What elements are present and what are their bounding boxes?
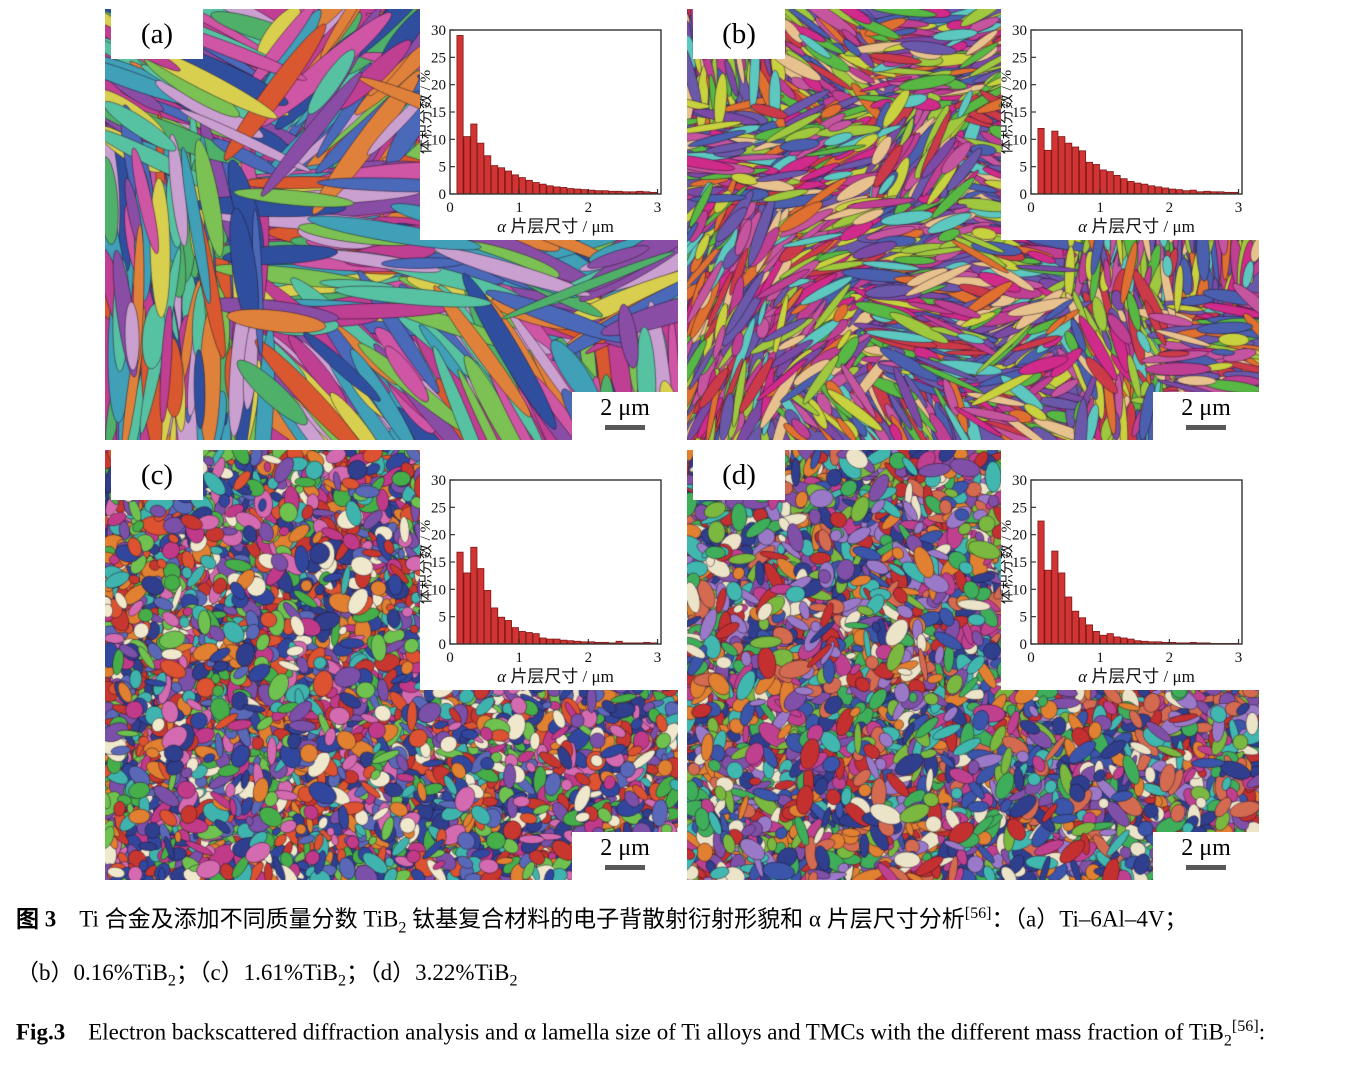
svg-text:2: 2: [585, 650, 593, 666]
caption-line-cn-2: （b）0.16%TiB2；（c）1.61%TiB2；（d）3.22%TiB2: [16, 960, 518, 990]
svg-text:30: 30: [431, 23, 446, 39]
scale-bar-b: 2 μm: [1153, 392, 1259, 440]
svg-text:15: 15: [1012, 105, 1027, 121]
svg-text:10: 10: [431, 582, 446, 598]
scale-bar-line: [1186, 425, 1226, 430]
svg-text:15: 15: [431, 105, 446, 121]
svg-text:0: 0: [1020, 637, 1028, 653]
svg-text:25: 25: [1012, 500, 1027, 516]
svg-text:1: 1: [1096, 200, 1104, 216]
svg-text:2: 2: [585, 200, 593, 216]
svg-text:5: 5: [439, 160, 447, 176]
svg-text:10: 10: [1012, 582, 1027, 598]
scale-bar-line: [1186, 865, 1226, 870]
svg-text:5: 5: [1020, 160, 1028, 176]
svg-text:体积分数 / %: 体积分数 / %: [420, 520, 434, 604]
histogram-b: 0 5 10 15 20 25 30 0 1 2 3 α 片层尺寸 / μm 体积分数 / %: [1001, 23, 1243, 236]
histogram-inset-d: 0 5 10 15 20 25 30 0 1 2 3 α 片层尺寸 / μm 体积分数 / %: [1001, 450, 1259, 690]
svg-text:3: 3: [654, 650, 662, 666]
svg-text:25: 25: [431, 50, 446, 66]
scale-bar-label: 2 μm: [600, 835, 650, 861]
svg-text:3: 3: [1235, 650, 1243, 666]
scale-bar-label: 2 μm: [1181, 395, 1231, 421]
scale-bar-c: 2 μm: [572, 832, 678, 880]
histogram-inset-c: 0 5 10 15 20 25 30 0 1 2 3 α 片层尺寸 / μm 体积分数 / %: [420, 450, 678, 690]
svg-text:体积分数 / %: 体积分数 / %: [1001, 70, 1015, 154]
svg-text:0: 0: [446, 200, 454, 216]
svg-text:30: 30: [1012, 473, 1027, 489]
scale-bar-line: [605, 425, 645, 430]
svg-text:α 片层尺寸 / μm: α 片层尺寸 / μm: [497, 217, 614, 236]
svg-text:3: 3: [654, 200, 662, 216]
caption-line-en-1: Fig.3 Electron backscattered diffraction…: [16, 1017, 1266, 1050]
svg-text:0: 0: [439, 187, 447, 203]
svg-text:0: 0: [1027, 650, 1035, 666]
svg-text:10: 10: [1012, 132, 1027, 148]
svg-text:15: 15: [431, 555, 446, 571]
histogram-c: 0 5 10 15 20 25 30 0 1 2 3 α 片层尺寸 / μm 体积分数 / %: [420, 473, 662, 686]
svg-text:20: 20: [1012, 528, 1027, 544]
svg-text:5: 5: [1020, 610, 1028, 626]
svg-text:0: 0: [1020, 187, 1028, 203]
svg-text:2: 2: [1166, 650, 1174, 666]
svg-text:20: 20: [431, 528, 446, 544]
scale-bar-line: [605, 865, 645, 870]
svg-text:5: 5: [439, 610, 447, 626]
svg-text:0: 0: [1027, 200, 1035, 216]
svg-text:25: 25: [431, 500, 446, 516]
scale-bar-label: 2 μm: [1181, 835, 1231, 861]
scale-bar-label: 2 μm: [600, 395, 650, 421]
svg-text:3: 3: [1235, 200, 1243, 216]
histogram-a: 0 5 10 15 20 25 30 0 1 2 3 α 片层尺寸 / μm 体积分数 / %: [420, 23, 662, 236]
scale-bar-a: 2 μm: [572, 392, 678, 440]
panel-label-b: (b): [693, 9, 785, 59]
svg-text:2: 2: [1166, 200, 1174, 216]
figure-caption: 图 3 Ti 合金及添加不同质量分数 TiB2 钛基复合材料的电子背散射衍射形貌…: [16, 898, 1348, 1067]
panel-label-a: (a): [111, 9, 203, 59]
svg-text:10: 10: [431, 132, 446, 148]
panel-label-d: (d): [693, 450, 785, 500]
svg-text:体积分数 / %: 体积分数 / %: [1001, 520, 1015, 604]
svg-text:1: 1: [515, 200, 523, 216]
svg-text:α 片层尺寸 / μm: α 片层尺寸 / μm: [1078, 667, 1195, 686]
svg-text:0: 0: [439, 637, 447, 653]
svg-text:1: 1: [515, 650, 523, 666]
svg-text:30: 30: [1012, 23, 1027, 39]
caption-line-cn-1: 图 3 Ti 合金及添加不同质量分数 TiB2 钛基复合材料的电子背散射衍射形貌…: [16, 905, 1188, 937]
histogram-inset-a: 0 5 10 15 20 25 30 0 1 2 3 α 片层尺寸 / μm 体积分数 / %: [420, 0, 678, 240]
svg-text:20: 20: [1012, 78, 1027, 94]
svg-text:25: 25: [1012, 50, 1027, 66]
svg-text:体积分数 / %: 体积分数 / %: [420, 70, 434, 154]
panel-label-c: (c): [111, 450, 203, 500]
svg-text:20: 20: [431, 78, 446, 94]
svg-text:30: 30: [431, 473, 446, 489]
svg-text:0: 0: [446, 650, 454, 666]
scale-bar-d: 2 μm: [1153, 832, 1259, 880]
histogram-inset-b: 0 5 10 15 20 25 30 0 1 2 3 α 片层尺寸 / μm 体积分数 / %: [1001, 0, 1259, 240]
svg-text:1: 1: [1096, 650, 1104, 666]
histogram-d: 0 5 10 15 20 25 30 0 1 2 3 α 片层尺寸 / μm 体积分数 / %: [1001, 473, 1243, 686]
svg-text:α 片层尺寸 / μm: α 片层尺寸 / μm: [1078, 217, 1195, 236]
svg-text:α 片层尺寸 / μm: α 片层尺寸 / μm: [497, 667, 614, 686]
svg-text:15: 15: [1012, 555, 1027, 571]
